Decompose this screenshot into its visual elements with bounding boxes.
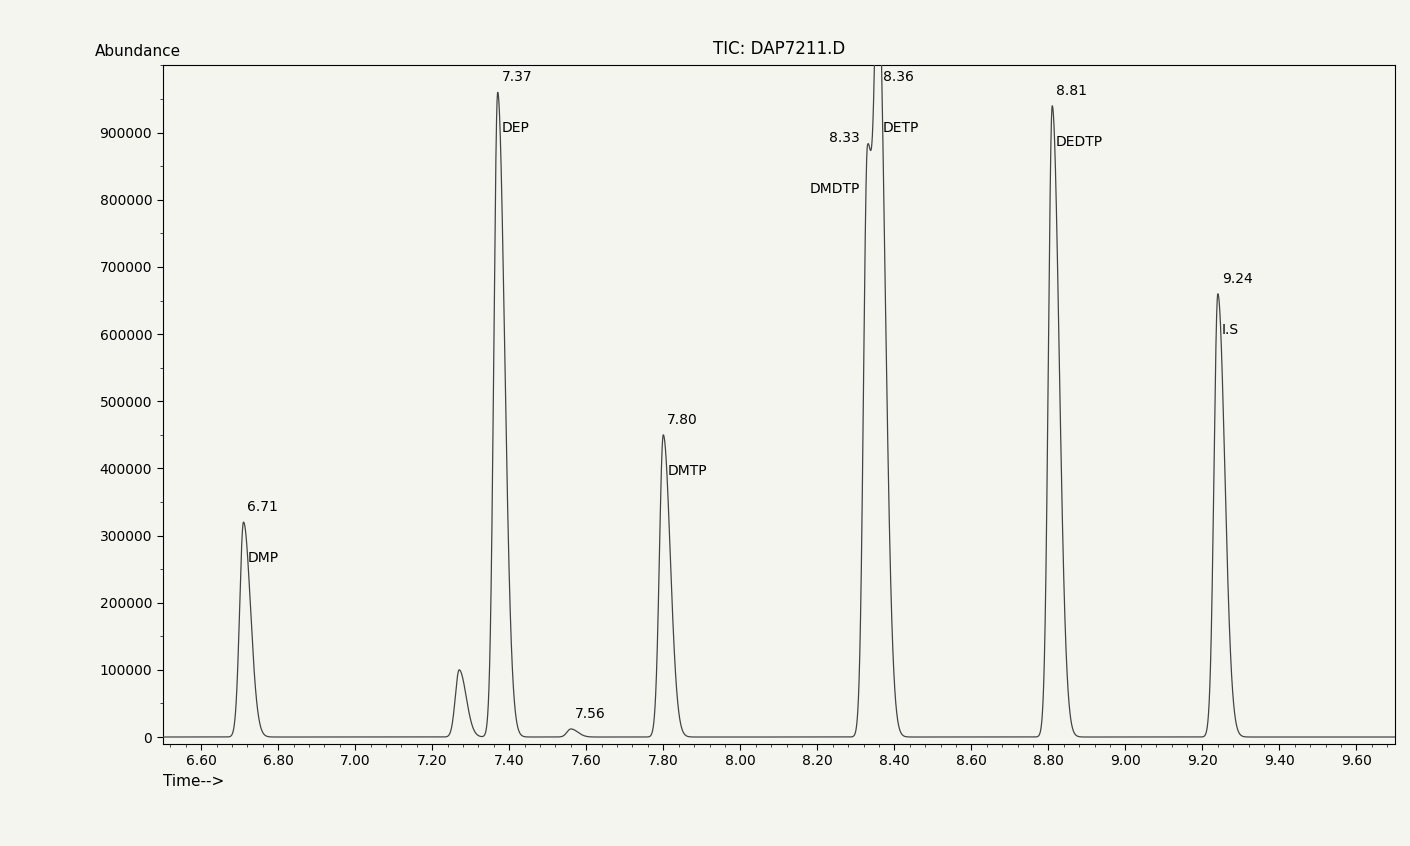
Text: DETP: DETP bbox=[883, 121, 919, 135]
Text: Abundance: Abundance bbox=[94, 44, 180, 58]
Text: 9.24: 9.24 bbox=[1221, 272, 1252, 286]
Text: 8.81: 8.81 bbox=[1056, 84, 1087, 98]
Title: TIC: DAP7211.D: TIC: DAP7211.D bbox=[712, 41, 845, 58]
X-axis label: Time-->: Time--> bbox=[162, 774, 224, 788]
Text: 8.33: 8.33 bbox=[829, 131, 860, 145]
Text: 7.56: 7.56 bbox=[575, 707, 605, 721]
Text: DMDTP: DMDTP bbox=[809, 182, 860, 195]
Text: 6.71: 6.71 bbox=[247, 500, 278, 514]
Text: 8.36: 8.36 bbox=[883, 70, 914, 85]
Text: 7.80: 7.80 bbox=[667, 413, 698, 426]
Text: DMTP: DMTP bbox=[667, 464, 706, 478]
Text: I.S: I.S bbox=[1221, 322, 1239, 337]
Text: DEP: DEP bbox=[502, 121, 529, 135]
Text: DEDTP: DEDTP bbox=[1056, 135, 1103, 149]
Text: 7.37: 7.37 bbox=[502, 70, 532, 85]
Text: DMP: DMP bbox=[247, 551, 279, 565]
